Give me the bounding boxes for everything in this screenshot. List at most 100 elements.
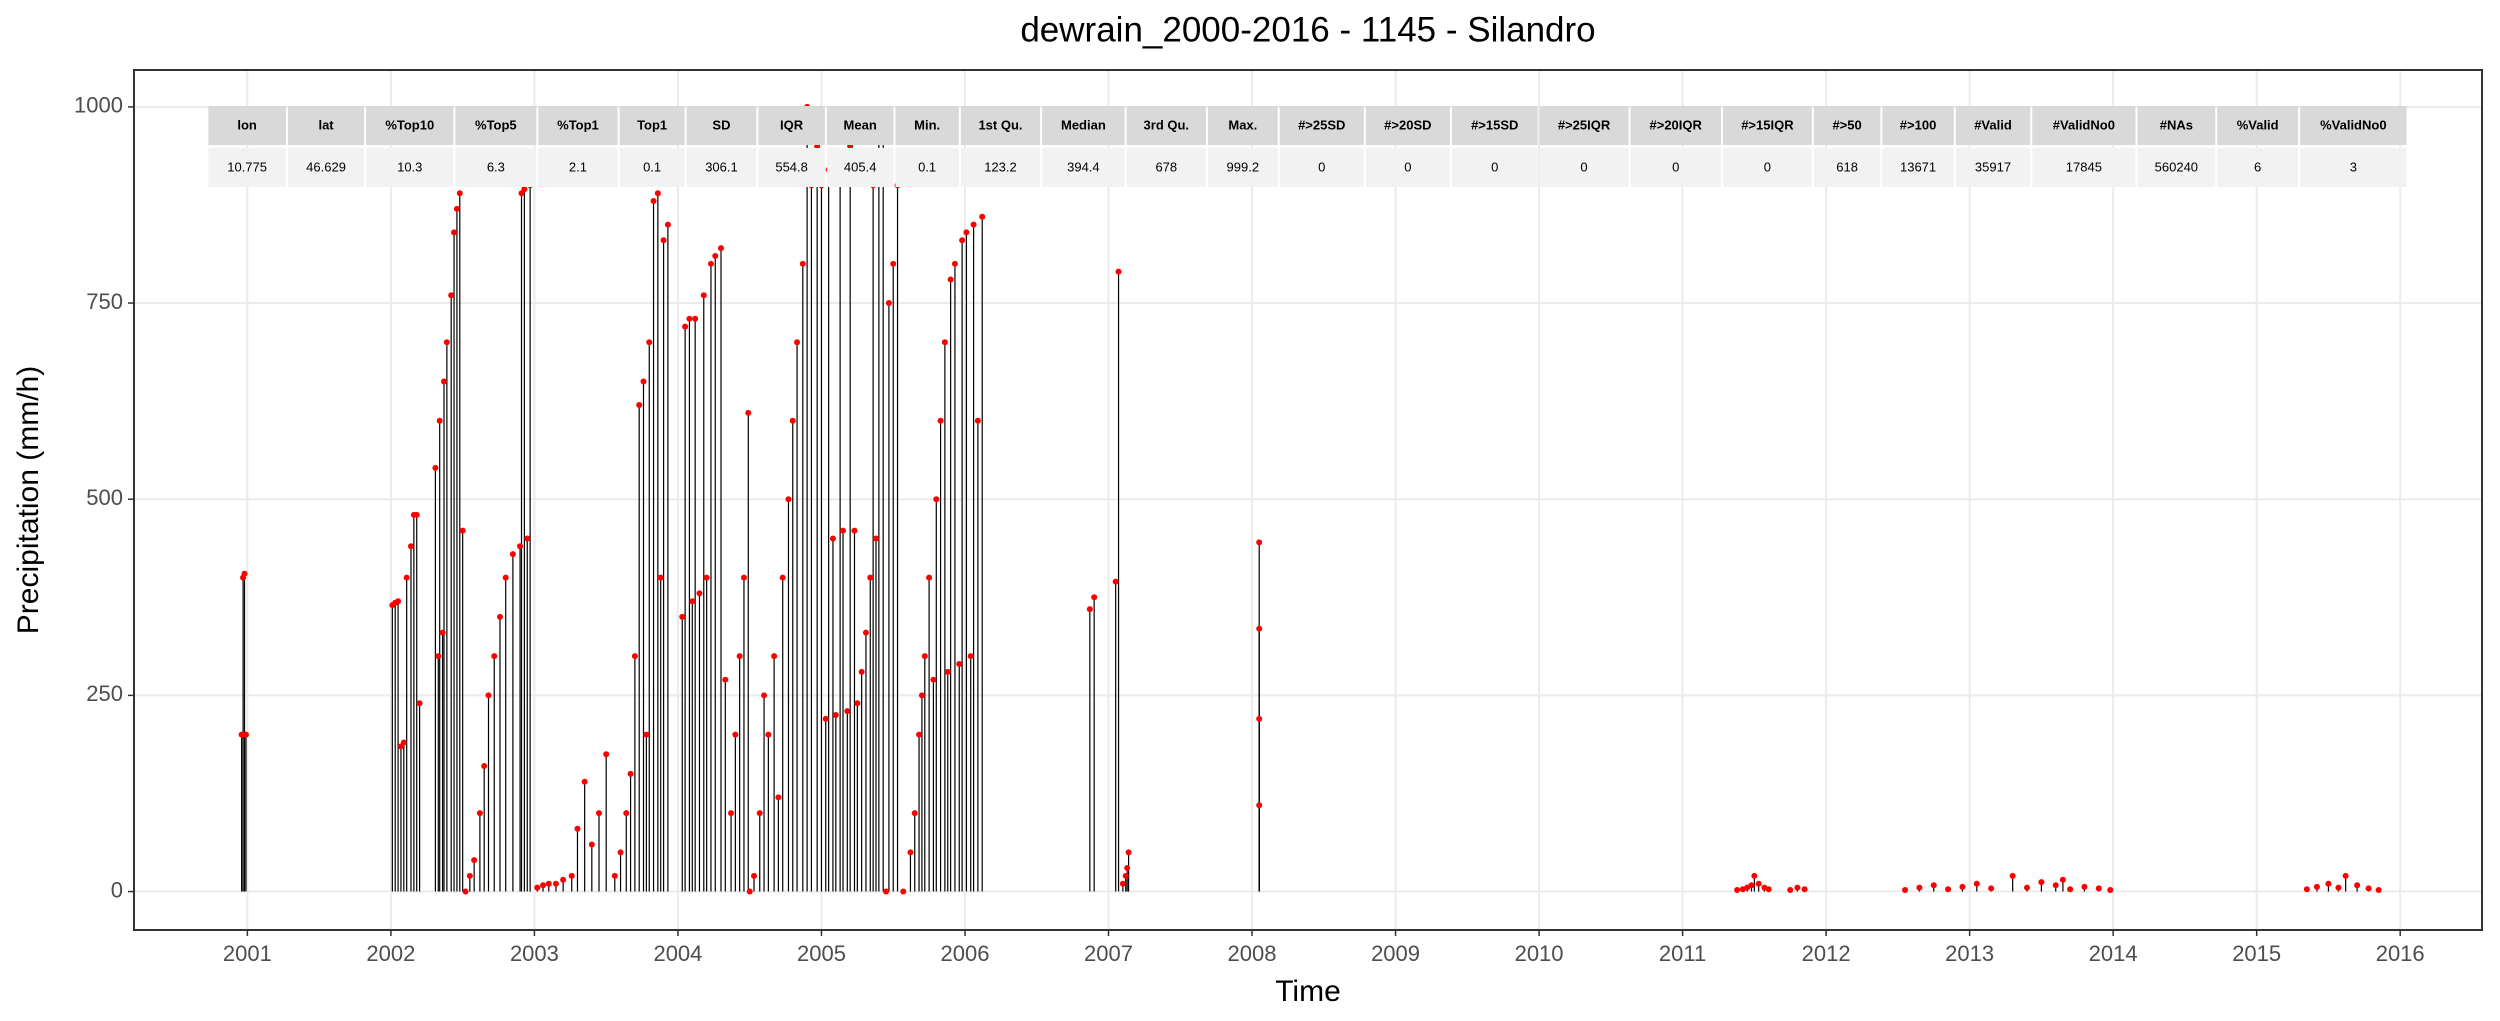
point xyxy=(900,888,907,895)
point xyxy=(765,731,772,738)
point xyxy=(712,252,719,259)
point xyxy=(646,339,653,346)
point xyxy=(502,574,509,581)
table-value-cell xyxy=(1126,148,1206,187)
point xyxy=(481,763,488,770)
point xyxy=(1748,882,1755,889)
point xyxy=(439,629,446,636)
table-value: 2.1 xyxy=(569,159,587,174)
point xyxy=(643,731,650,738)
table-value-cell xyxy=(826,148,894,187)
point xyxy=(459,527,466,534)
point xyxy=(242,731,249,738)
point xyxy=(2052,882,2059,889)
table-header-cell xyxy=(2137,106,2216,145)
point xyxy=(926,574,933,581)
table-value: 405.4 xyxy=(844,159,877,174)
point xyxy=(775,794,782,801)
table-value-cell xyxy=(1630,148,1721,187)
x-tick-label: 2014 xyxy=(2089,941,2138,966)
y-tick-label: 0 xyxy=(111,877,123,902)
point xyxy=(395,598,402,605)
table-header-cell xyxy=(1451,106,1538,145)
x-axis-title: Time xyxy=(1275,975,1341,1008)
table-header: %Top10 xyxy=(385,117,434,132)
point xyxy=(2313,883,2320,890)
table-value-cell xyxy=(960,148,1041,187)
table-value-cell xyxy=(1813,148,1881,187)
point xyxy=(238,731,245,738)
table-header-cell xyxy=(455,106,537,145)
x-tick-label: 2006 xyxy=(941,941,990,966)
point xyxy=(400,739,407,746)
point xyxy=(844,708,851,715)
point xyxy=(2107,886,2114,893)
table-header: #>15IQR xyxy=(1741,117,1794,132)
x-tick-label: 2009 xyxy=(1371,941,1420,966)
table-value: 10.3 xyxy=(397,159,422,174)
point xyxy=(596,810,603,817)
table-header: lon xyxy=(237,117,257,132)
point xyxy=(951,260,958,267)
point xyxy=(416,700,423,707)
point xyxy=(779,574,786,581)
table-value-cell xyxy=(758,148,825,187)
point xyxy=(1086,606,1093,613)
point xyxy=(660,237,667,244)
table-header: Min. xyxy=(914,117,940,132)
point xyxy=(970,221,977,228)
point xyxy=(771,653,778,660)
table-value: 0 xyxy=(1672,159,1679,174)
point xyxy=(534,884,541,891)
point xyxy=(2038,879,2045,886)
x-tick-label: 2011 xyxy=(1659,941,1706,966)
point xyxy=(1122,872,1129,879)
table-value: 394.4 xyxy=(1067,159,1100,174)
point xyxy=(403,574,410,581)
x-tick-label: 2008 xyxy=(1228,941,1277,966)
point xyxy=(413,511,420,518)
point xyxy=(707,260,714,267)
point xyxy=(722,676,729,683)
table-value-cell xyxy=(1539,148,1629,187)
table-header-cell xyxy=(287,106,365,145)
point xyxy=(2354,882,2361,889)
x-tick-label: 2013 xyxy=(1945,941,1994,966)
table-header-cell xyxy=(2032,106,2136,145)
x-tick-label: 2016 xyxy=(2376,941,2425,966)
table-value-cell xyxy=(686,148,757,187)
point xyxy=(1945,886,1952,893)
table-value: 6 xyxy=(2254,159,2261,174)
point xyxy=(839,527,846,534)
table-header: #NAs xyxy=(2160,117,2193,132)
point xyxy=(851,527,858,534)
table-header-cell xyxy=(1207,106,1278,145)
point xyxy=(521,186,528,193)
point xyxy=(956,660,963,667)
point xyxy=(1124,865,1131,872)
point xyxy=(1115,268,1122,275)
table-value: 13671 xyxy=(1900,159,1936,174)
point xyxy=(650,198,657,205)
x-tick-label: 2012 xyxy=(1802,941,1851,966)
point xyxy=(751,872,758,879)
table-value-cell xyxy=(1955,148,2031,187)
table-value-cell xyxy=(455,148,537,187)
point xyxy=(485,692,492,699)
point xyxy=(560,876,567,883)
point xyxy=(627,770,634,777)
point xyxy=(574,825,581,832)
table-value: 123.2 xyxy=(984,159,1017,174)
point xyxy=(885,300,892,307)
table-header: Top1 xyxy=(637,117,667,132)
point xyxy=(728,810,735,817)
point xyxy=(933,496,940,503)
table-header: #>25SD xyxy=(1298,117,1345,132)
table-header: %Valid xyxy=(2237,117,2279,132)
table-header: %Top1 xyxy=(557,117,599,132)
y-axis-title: Precipitation (mm/h) xyxy=(12,366,45,634)
table-header-cell xyxy=(826,106,894,145)
table-value-cell xyxy=(538,148,618,187)
point xyxy=(2095,885,2102,892)
